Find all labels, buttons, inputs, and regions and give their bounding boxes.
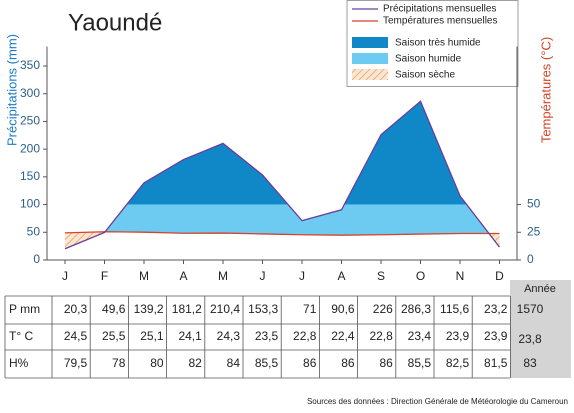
row-label: H% xyxy=(9,356,29,370)
table-cell: 24,5 xyxy=(64,329,88,343)
x-tick-label: A xyxy=(337,269,345,283)
x-tick-label: D xyxy=(495,269,504,283)
x-tick-label: J xyxy=(62,269,68,283)
legend-swatch xyxy=(352,69,388,80)
table-cell: 78 xyxy=(112,356,126,370)
table-cell: 24,3 xyxy=(217,329,241,343)
table-cell: 22,8 xyxy=(293,329,317,343)
y-tick-label: 150 xyxy=(20,169,40,183)
table-cell: 23,9 xyxy=(446,329,470,343)
y2-tick-label: 25 xyxy=(527,224,541,238)
table-cell: 82 xyxy=(188,356,202,370)
legend-swatch xyxy=(352,53,388,64)
temperature-line xyxy=(64,231,500,236)
table-cell: 24,1 xyxy=(178,329,202,343)
table-cell: 84 xyxy=(227,356,241,370)
y2-tick-label: 0 xyxy=(527,252,534,266)
table-cell: 82,5 xyxy=(446,356,470,370)
table-cell: 181,2 xyxy=(172,302,202,316)
table-cell: 23,5 xyxy=(255,329,279,343)
x-tick-label: F xyxy=(101,269,108,283)
zone-humid-group xyxy=(65,204,500,236)
table-cell: 139,2 xyxy=(134,302,164,316)
y-tick-label: 100 xyxy=(20,197,40,211)
legend-label: Saison humide xyxy=(395,54,462,65)
table-header: Année xyxy=(524,283,556,295)
table-cell: 25,1 xyxy=(140,329,164,343)
x-tick-label: M xyxy=(139,269,149,283)
x-tick-label: J xyxy=(260,269,266,283)
table-cell: 115,6 xyxy=(440,302,469,316)
table-cell: 86 xyxy=(379,356,393,370)
y-tick-label: 300 xyxy=(20,86,40,100)
x-tick-label: J xyxy=(299,269,305,283)
table-cell: 226 xyxy=(373,302,393,316)
table-cell: 23,2 xyxy=(484,302,508,316)
table-cell: 210,4 xyxy=(210,302,240,316)
row-label: P mm xyxy=(9,302,40,316)
table-cell: 85,5 xyxy=(408,356,432,370)
table-cell: 81,5 xyxy=(484,356,508,370)
y-tick-label: 50 xyxy=(27,224,41,238)
y-axis-label: Précipitations (mm) xyxy=(4,34,19,146)
row-label: T° C xyxy=(9,329,33,343)
table-cell: 90,6 xyxy=(331,302,355,316)
table-cell: 153,3 xyxy=(248,302,278,316)
legend-label: Températures mensuelles xyxy=(383,16,498,27)
table-cell: 49,6 xyxy=(102,302,126,316)
y-tick-label: 350 xyxy=(20,58,40,72)
table-cell: 22,8 xyxy=(369,329,393,343)
table-cell: 22,4 xyxy=(331,329,355,343)
x-tick-label: N xyxy=(456,269,465,283)
table-cell: 86 xyxy=(303,356,317,370)
chart-title: Yaoundé xyxy=(68,9,162,36)
x-tick-label: S xyxy=(377,269,385,283)
table-cell: 86 xyxy=(341,356,355,370)
legend-label: Saison sèche xyxy=(395,70,455,81)
y-tick-label: 0 xyxy=(33,252,40,266)
y-tick-label: 200 xyxy=(20,141,40,155)
table-cell: 23,4 xyxy=(408,329,432,343)
zone-very-humid xyxy=(65,101,500,205)
y-tick-label: 250 xyxy=(20,114,40,128)
table-cell: 79,5 xyxy=(64,356,88,370)
zone-humid xyxy=(65,204,500,236)
precipitation-line xyxy=(64,100,501,250)
y2-tick-label: 50 xyxy=(527,197,541,211)
table-cell: 80 xyxy=(150,356,164,370)
table-cell: 23,9 xyxy=(484,329,508,343)
legend-label: Précipitations mensuelles xyxy=(383,4,496,15)
table-total: 23,8 xyxy=(518,332,542,346)
source: Sources des données : Direction Générale… xyxy=(307,397,568,406)
y2-axis-label: Températures (°C) xyxy=(538,37,553,143)
table-cell: 20,3 xyxy=(64,302,88,316)
zone-dry xyxy=(65,231,500,249)
table-cell: 85,5 xyxy=(255,356,279,370)
x-tick-label: M xyxy=(218,269,228,283)
table-cell: 286,3 xyxy=(401,302,431,316)
table-total: 1570 xyxy=(517,302,544,316)
legend-swatch xyxy=(352,37,388,48)
total-column xyxy=(510,280,571,378)
table-cell: 25,5 xyxy=(102,329,126,343)
table-cell: 71 xyxy=(303,302,317,316)
x-tick-label: O xyxy=(416,269,425,283)
table-total: 83 xyxy=(523,356,537,370)
legend-label: Saison très humide xyxy=(395,38,481,49)
x-tick-label: A xyxy=(179,269,187,283)
